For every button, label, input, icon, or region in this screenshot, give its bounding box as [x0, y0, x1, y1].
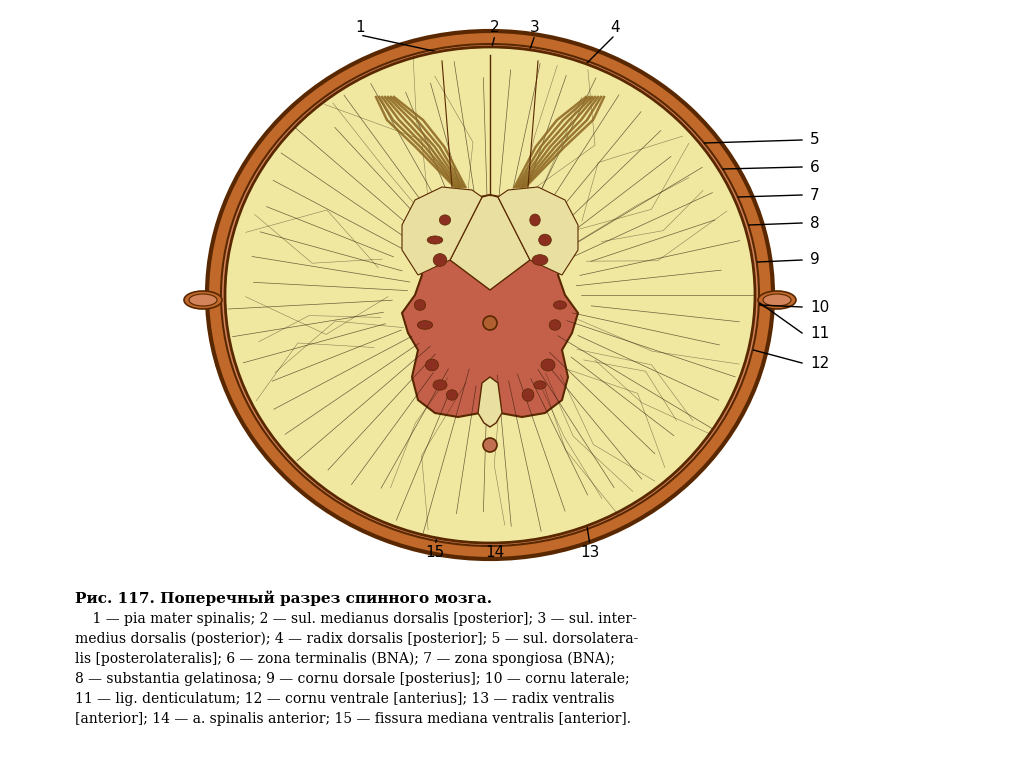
- Polygon shape: [450, 195, 530, 290]
- Ellipse shape: [184, 291, 222, 309]
- Ellipse shape: [534, 381, 546, 389]
- Ellipse shape: [539, 234, 551, 245]
- Text: 8 — substantia gelatinosa; 9 — cornu dorsale [posterius]; 10 — cornu laterale;: 8 — substantia gelatinosa; 9 — cornu dor…: [75, 672, 630, 686]
- Text: Рис. 117. Поперечный разрез спинного мозга.: Рис. 117. Поперечный разрез спинного моз…: [75, 590, 493, 605]
- Text: 11: 11: [810, 325, 829, 341]
- Ellipse shape: [415, 300, 426, 311]
- Ellipse shape: [554, 301, 566, 309]
- Polygon shape: [402, 190, 578, 417]
- Polygon shape: [498, 187, 578, 275]
- Text: 8: 8: [810, 216, 819, 231]
- Text: 6: 6: [810, 160, 820, 175]
- Ellipse shape: [541, 359, 555, 371]
- Text: 11 — lig. denticulatum; 12 — cornu ventrale [anterius]; 13 — radix ventralis: 11 — lig. denticulatum; 12 — cornu ventr…: [75, 692, 614, 706]
- Ellipse shape: [549, 320, 561, 331]
- Text: 5: 5: [810, 133, 819, 147]
- Ellipse shape: [439, 215, 451, 225]
- Text: 12: 12: [810, 355, 829, 370]
- Ellipse shape: [225, 47, 755, 543]
- Text: 9: 9: [810, 252, 820, 268]
- Circle shape: [483, 438, 497, 452]
- Ellipse shape: [529, 214, 541, 226]
- Ellipse shape: [427, 236, 442, 244]
- Ellipse shape: [532, 255, 548, 265]
- Ellipse shape: [425, 359, 438, 371]
- Text: [anterior]; 14 — a. spinalis anterior; 15 — fissura mediana ventralis [anterior]: [anterior]; 14 — a. spinalis anterior; 1…: [75, 712, 631, 726]
- Text: medius dorsalis (posterior); 4 — radix dorsalis [posterior]; 5 — sul. dorsolater: medius dorsalis (posterior); 4 — radix d…: [75, 632, 638, 647]
- Text: 7: 7: [810, 187, 819, 202]
- Polygon shape: [478, 377, 502, 427]
- Ellipse shape: [207, 31, 773, 559]
- Text: 15: 15: [425, 545, 444, 560]
- Ellipse shape: [446, 390, 458, 400]
- Circle shape: [483, 316, 497, 330]
- Ellipse shape: [763, 294, 791, 306]
- Ellipse shape: [189, 294, 217, 306]
- Text: 2: 2: [490, 20, 500, 35]
- Ellipse shape: [417, 321, 433, 329]
- Text: lis [posterolateralis]; 6 — zona terminalis (BNA); 7 — zona spongiosa (BNA);: lis [posterolateralis]; 6 — zona termina…: [75, 652, 614, 667]
- Text: 1 — pia mater spinalis; 2 — sul. medianus dorsalis [posterior]; 3 — sul. inter-: 1 — pia mater spinalis; 2 — sul. medianu…: [75, 612, 637, 626]
- Text: 4: 4: [610, 20, 620, 35]
- Ellipse shape: [758, 291, 796, 309]
- Text: 3: 3: [530, 20, 540, 35]
- Ellipse shape: [433, 380, 447, 390]
- Ellipse shape: [522, 389, 534, 401]
- Text: 14: 14: [485, 545, 505, 560]
- Ellipse shape: [221, 44, 759, 546]
- Polygon shape: [402, 187, 482, 275]
- Text: 13: 13: [581, 545, 600, 560]
- Text: 1: 1: [355, 20, 365, 35]
- Ellipse shape: [433, 254, 446, 266]
- Text: 10: 10: [810, 299, 829, 314]
